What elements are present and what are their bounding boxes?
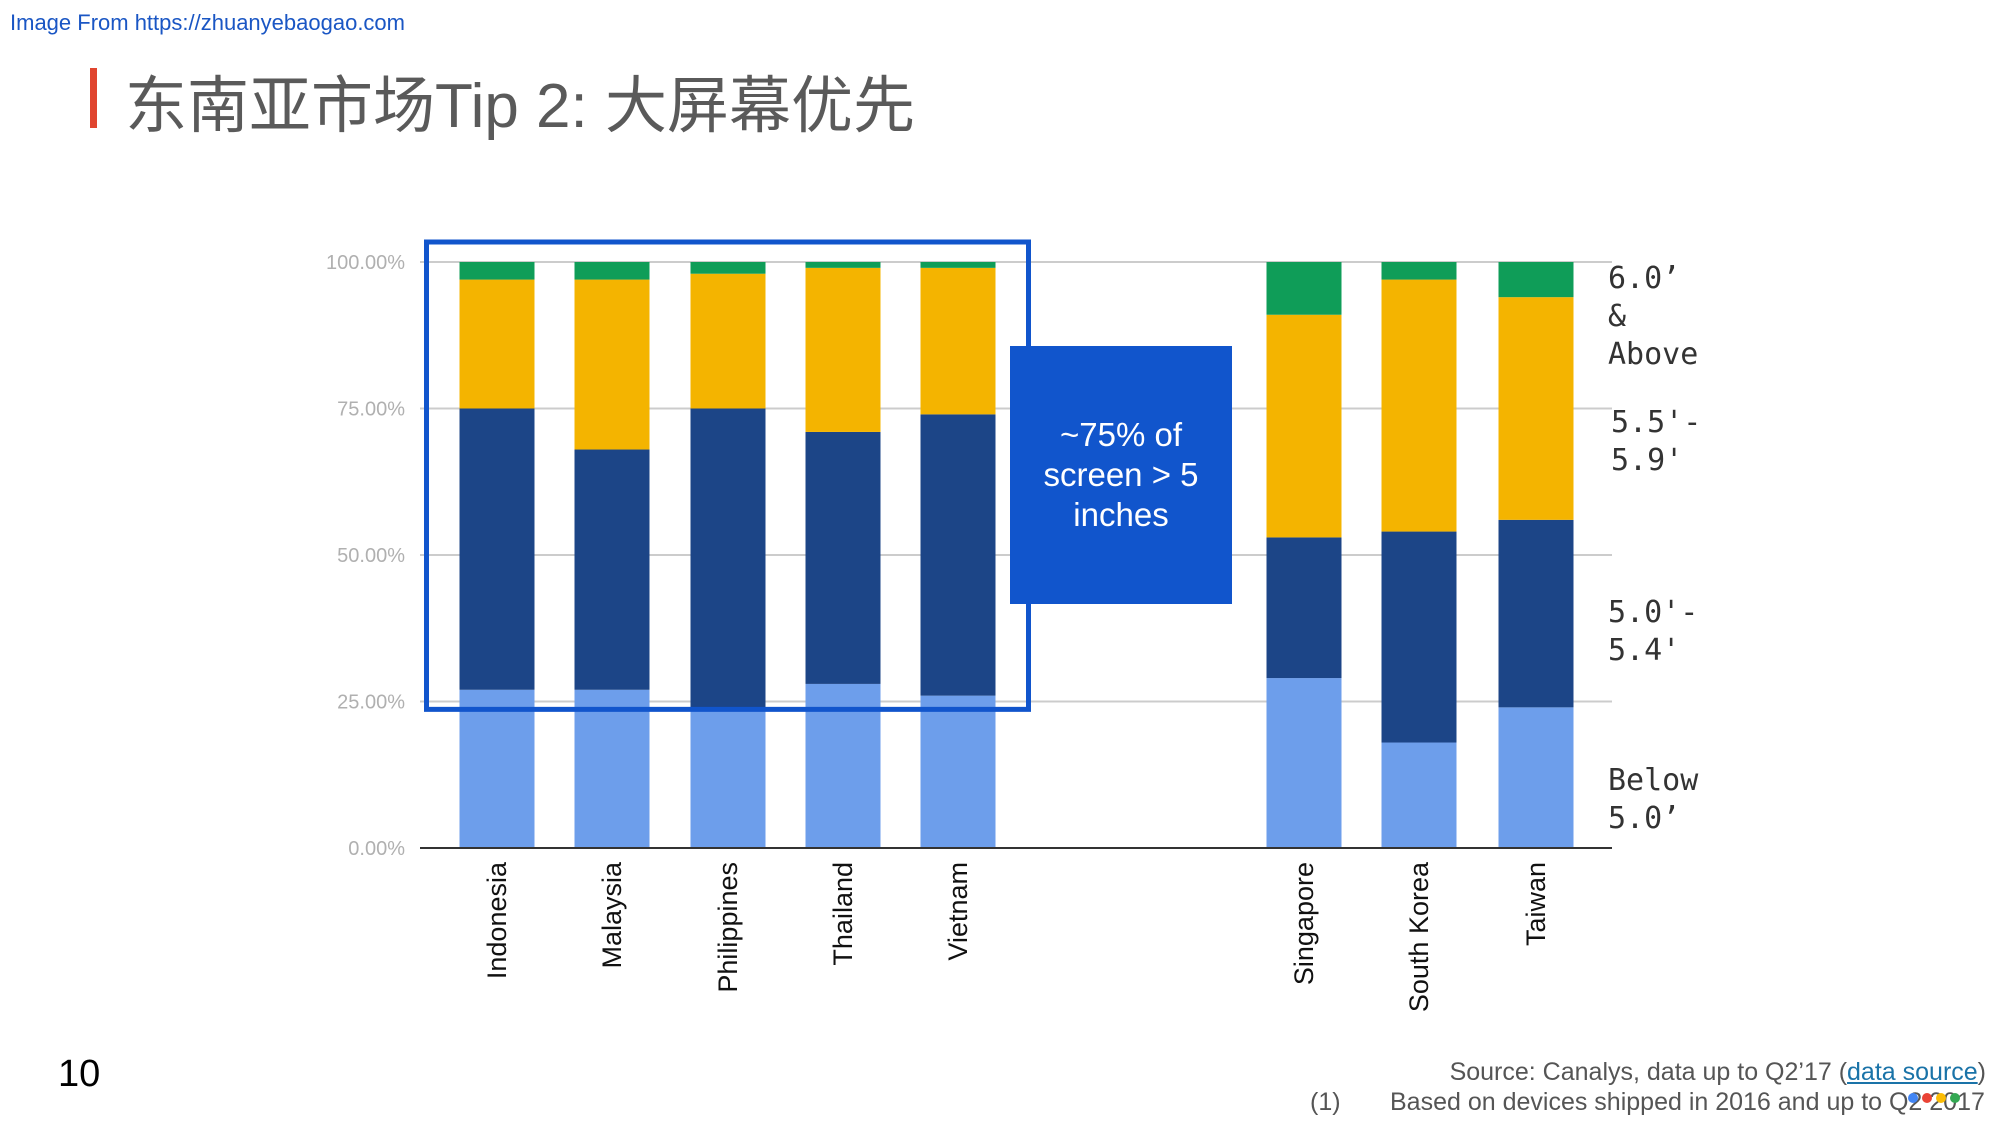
bar-segment: [920, 267, 996, 415]
bar-segment: [574, 279, 650, 450]
source-suffix: ): [1977, 1058, 1986, 1086]
bar-segment: [459, 689, 535, 848]
page-title: 东南亚市场Tip 2: 大屏幕优先: [125, 72, 915, 141]
bar-segment: [1266, 537, 1342, 679]
y-tick-label: 0.00%: [348, 838, 405, 860]
bar-segment: [1498, 297, 1574, 520]
bar-segment: [690, 408, 766, 708]
x-tick-label: Thailand: [828, 862, 858, 966]
bar-segment: [805, 267, 881, 432]
x-tick-label: Malaysia: [597, 861, 627, 969]
footnote-number: (1): [1310, 1088, 1341, 1116]
y-tick-label: 25.00%: [337, 692, 405, 714]
bar-segment: [920, 262, 996, 268]
bar-segment: [459, 279, 535, 409]
y-tick-label: 50.00%: [337, 545, 405, 567]
legend-label: 5.0'-5.4': [1608, 595, 1698, 668]
bar-segment: [690, 707, 766, 848]
bar-segment: [805, 262, 881, 268]
callout-box: ~75% of screen > 5 inches: [1010, 346, 1232, 604]
bar-segment: [690, 273, 766, 409]
legend-label: 5.5'-5.9': [1611, 405, 1701, 478]
legend-label: Below 5.0’: [1608, 763, 1699, 836]
bar-segment: [1498, 707, 1574, 848]
y-tick-label: 100.00%: [326, 252, 405, 274]
bar-segment: [1498, 519, 1574, 708]
x-tick-label: Singapore: [1289, 862, 1319, 985]
bar-segment: [805, 431, 881, 684]
x-tick-label: Taiwan: [1521, 862, 1551, 946]
x-tick-label: South Korea: [1404, 861, 1434, 1012]
source-prefix: Source: Canalys, data up to Q2’17 (: [1449, 1058, 1848, 1086]
y-tick-label: 75.00%: [337, 399, 405, 421]
bar-segment: [1266, 678, 1342, 848]
title-accent-bar: [90, 68, 97, 128]
bar-segment: [1381, 531, 1457, 743]
brand-dots-icon: [1908, 1090, 1964, 1108]
footnote: (1) Based on devices shipped in 2016 and …: [1310, 1088, 1985, 1117]
bar-segment: [920, 695, 996, 848]
x-tick-label: Indonesia: [482, 861, 512, 979]
bar-segment: [1498, 262, 1574, 298]
x-tick-label: Philippines: [713, 862, 743, 993]
bar-segment: [690, 262, 766, 274]
bar-segment: [1381, 742, 1457, 848]
bar-segment: [574, 689, 650, 848]
bar-segment: [1266, 314, 1342, 538]
bar-segment: [1381, 279, 1457, 532]
bar-segment: [459, 262, 535, 280]
bar-segment: [1381, 262, 1457, 280]
bar-segment: [574, 449, 650, 690]
bar-segment: [1266, 262, 1342, 315]
watermark-text[interactable]: Image From https://zhuanyebaogao.com: [10, 10, 405, 35]
footnote-text: Based on devices shipped in 2016 and up …: [1390, 1088, 1985, 1116]
source-note: Source: Canalys, data up to Q2’17 (data …: [1450, 1058, 1986, 1087]
x-tick-label: Vietnam: [943, 862, 973, 961]
legend-label: 6.0’ & Above: [1608, 261, 1698, 372]
bar-segment: [574, 262, 650, 280]
bar-segment: [920, 414, 996, 696]
bar-segment: [459, 408, 535, 690]
page-number: 10: [58, 1053, 101, 1095]
data-source-link[interactable]: data source: [1847, 1058, 1978, 1086]
